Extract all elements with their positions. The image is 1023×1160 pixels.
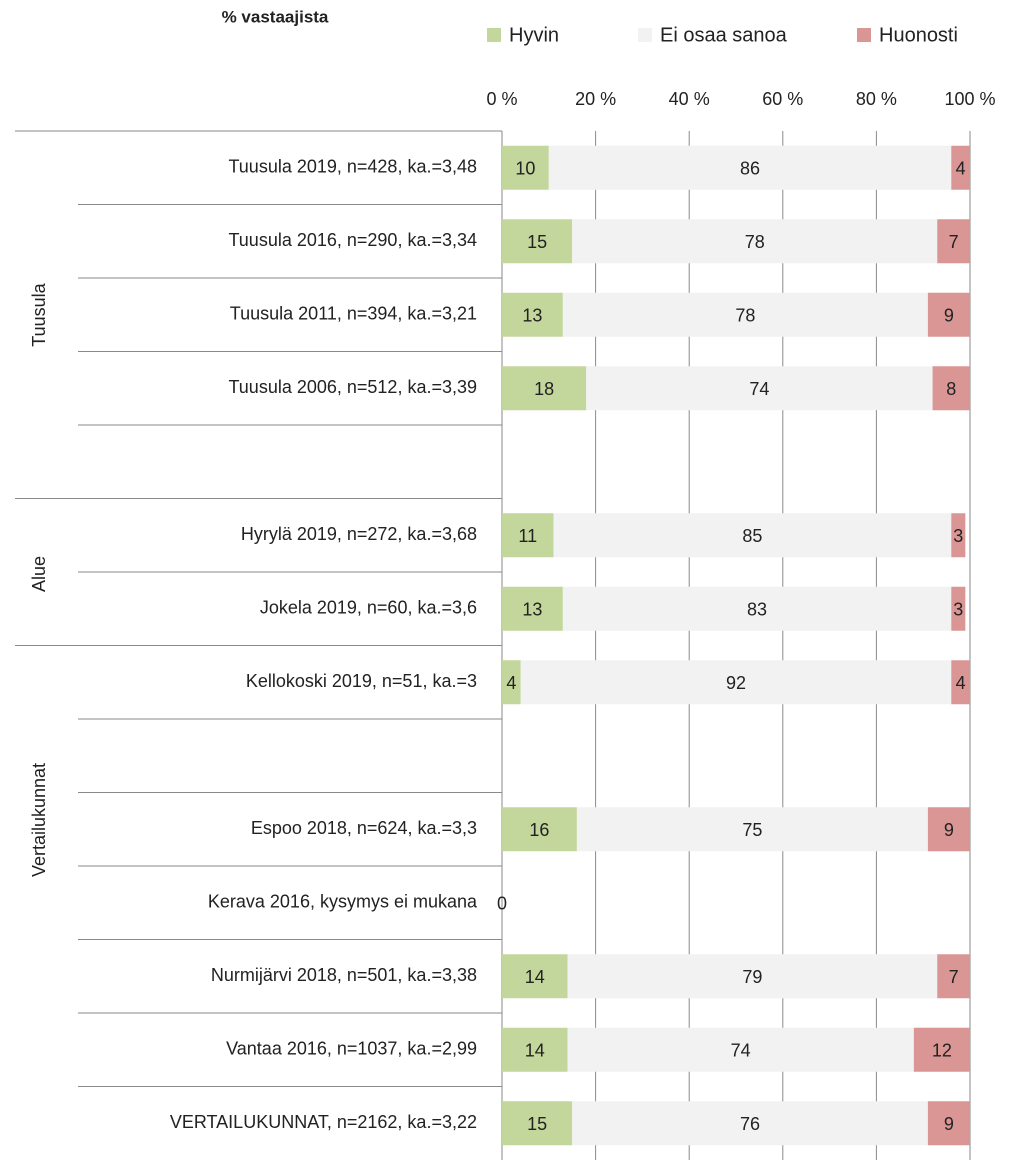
bar-segment xyxy=(927,807,970,852)
bar-segment xyxy=(562,292,928,337)
category-label: Tuusula 2019, n=428, ka.=3,48 xyxy=(228,157,477,177)
data-label: 83 xyxy=(747,600,767,620)
bar-segment xyxy=(913,1027,970,1072)
data-label: 78 xyxy=(735,306,755,326)
data-label: 86 xyxy=(740,159,760,179)
bar-segment xyxy=(951,513,966,558)
data-label: 9 xyxy=(944,306,954,326)
category-label: Tuusula 2016, n=290, ka.=3,34 xyxy=(228,230,477,250)
legend-swatch xyxy=(487,28,501,42)
data-label: 16 xyxy=(529,820,549,840)
data-label: 15 xyxy=(527,1114,547,1134)
bar-segment xyxy=(576,807,928,852)
data-label: 3 xyxy=(953,526,963,546)
data-label: 92 xyxy=(726,673,746,693)
data-label: 74 xyxy=(749,379,769,399)
x-tick-label: 80 % xyxy=(856,89,897,109)
data-label: 9 xyxy=(944,820,954,840)
data-label: 8 xyxy=(946,379,956,399)
bar-segment xyxy=(562,586,952,631)
legend-label: Huonosti xyxy=(879,24,958,46)
data-label: 76 xyxy=(740,1114,760,1134)
bar-segment xyxy=(951,145,970,190)
group-label: Tuusula xyxy=(29,282,49,346)
bar-segment xyxy=(502,219,573,264)
bar-segment xyxy=(502,292,563,337)
bar-segment xyxy=(553,513,952,558)
data-label: 9 xyxy=(944,1114,954,1134)
category-label: Vantaa 2016, n=1037, ka.=2,99 xyxy=(226,1039,477,1059)
legend-swatch xyxy=(638,28,652,42)
data-label: 11 xyxy=(518,526,537,546)
bar-segment xyxy=(567,954,938,999)
bar-segment xyxy=(937,219,970,264)
x-tick-label: 20 % xyxy=(575,89,616,109)
data-label: 4 xyxy=(506,673,516,693)
bar-segment xyxy=(927,1101,970,1146)
bar-segment xyxy=(932,366,970,411)
data-label: 79 xyxy=(742,967,762,987)
category-label: Jokela 2019, n=60, ka.=3,6 xyxy=(260,598,477,618)
data-label: 12 xyxy=(932,1041,952,1061)
data-label: 75 xyxy=(742,820,762,840)
data-label: 0 xyxy=(497,894,507,914)
x-tick-label: 100 % xyxy=(944,89,995,109)
x-tick-label: 60 % xyxy=(762,89,803,109)
data-label: 10 xyxy=(515,159,535,179)
group-label: Alue xyxy=(29,556,49,592)
data-label: 4 xyxy=(956,159,966,179)
category-label: VERTAILUKUNNAT, n=2162, ka.=3,22 xyxy=(170,1112,477,1132)
group-label: Vertailukunnat xyxy=(29,763,49,877)
x-tick-label: 0 % xyxy=(486,89,517,109)
bar-segment xyxy=(502,145,549,190)
category-label: Tuusula 2006, n=512, ka.=3,39 xyxy=(228,377,477,397)
bar-segment xyxy=(951,660,970,705)
category-label: Espoo 2018, n=624, ka.=3,3 xyxy=(251,818,477,838)
data-label: 7 xyxy=(949,232,959,252)
bar-segment xyxy=(520,660,952,705)
bar-segment xyxy=(951,586,966,631)
data-label: 18 xyxy=(534,379,554,399)
bar-segment xyxy=(502,954,568,999)
category-label: Kellokoski 2019, n=51, ka.=3 xyxy=(246,671,477,691)
bar-segment xyxy=(502,807,577,852)
bar-segment xyxy=(502,660,521,705)
category-label: Hyrylä 2019, n=272, ka.=3,68 xyxy=(241,524,477,544)
bar-segment xyxy=(572,219,938,264)
bar-segment xyxy=(572,1101,928,1146)
bar-segment xyxy=(937,954,970,999)
data-label: 3 xyxy=(953,600,963,620)
bar-segment xyxy=(502,1027,568,1072)
bar-segment xyxy=(502,1101,573,1146)
category-label: Tuusula 2011, n=394, ka.=3,21 xyxy=(230,304,477,324)
chart-title: % vastaajista xyxy=(222,7,329,26)
bar-segment xyxy=(502,586,563,631)
bar-segment xyxy=(567,1027,914,1072)
legend-label: Ei osaa sanoa xyxy=(660,24,788,46)
x-tick-label: 40 % xyxy=(669,89,710,109)
data-label: 78 xyxy=(745,232,765,252)
data-label: 15 xyxy=(527,232,547,252)
data-label: 4 xyxy=(956,673,966,693)
bar-segment xyxy=(502,513,554,558)
data-label: 85 xyxy=(742,526,762,546)
bar-segment xyxy=(927,292,970,337)
bar-segment xyxy=(502,366,587,411)
data-label: 13 xyxy=(522,306,542,326)
data-label: 74 xyxy=(731,1041,751,1061)
legend-label: Hyvin xyxy=(509,24,559,46)
bar-segment xyxy=(548,145,952,190)
data-label: 13 xyxy=(522,600,542,620)
category-label: Nurmijärvi 2018, n=501, ka.=3,38 xyxy=(211,965,477,985)
bar-segment xyxy=(586,366,933,411)
data-label: 14 xyxy=(525,967,545,987)
category-label: Kerava 2016, kysymys ei mukana xyxy=(208,892,478,912)
data-label: 7 xyxy=(949,967,959,987)
data-label: 14 xyxy=(525,1041,545,1061)
legend-swatch xyxy=(857,28,871,42)
